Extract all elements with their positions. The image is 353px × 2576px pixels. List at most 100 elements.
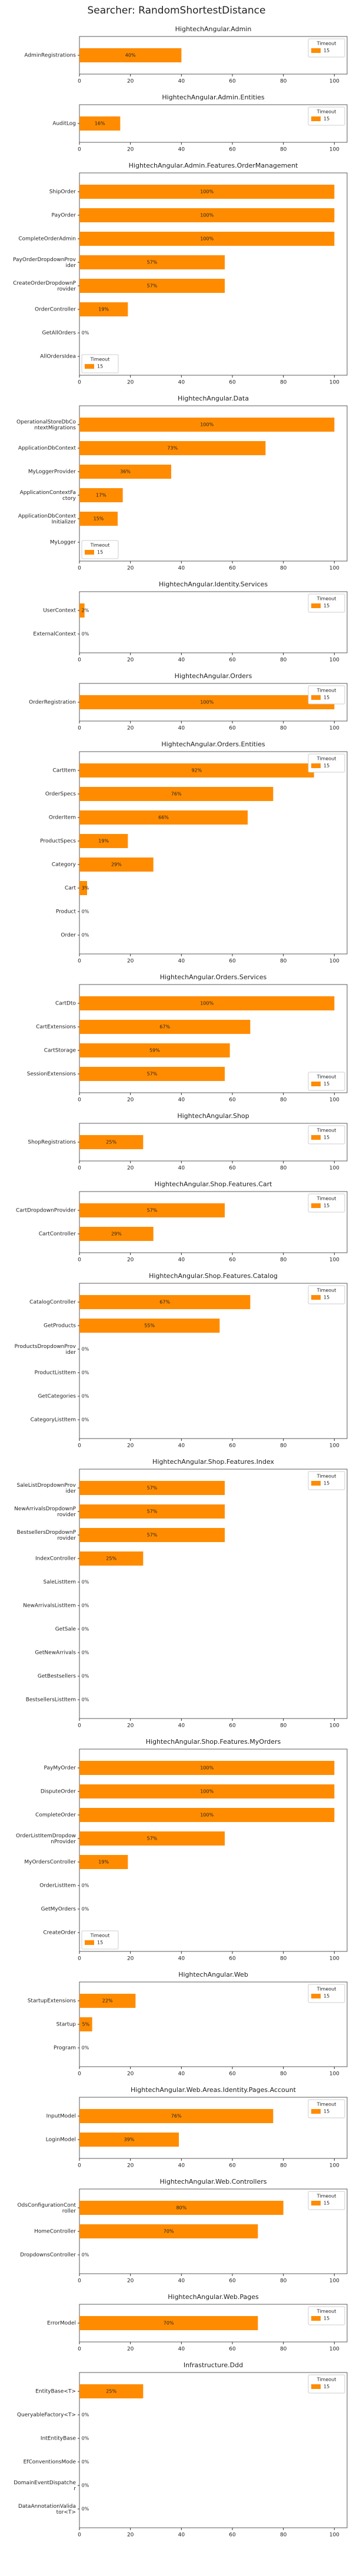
- x-tick-label: 80: [280, 2347, 287, 2353]
- bar: [79, 1319, 220, 1333]
- legend-title: Timeout: [317, 1128, 337, 1133]
- y-tick-label: ErrorModel: [47, 2321, 76, 2327]
- chart-title: HightechAngular.Orders: [175, 672, 252, 680]
- value-label: 0%: [82, 2460, 89, 2465]
- x-tick-label: 40: [178, 2071, 185, 2077]
- x-tick-label: 20: [127, 2163, 134, 2169]
- label-line: ider: [66, 1349, 76, 1355]
- x-tick-label: 80: [280, 1166, 287, 1172]
- x-tick-label: 80: [280, 1443, 287, 1449]
- bar: [79, 1831, 225, 1846]
- bar: [79, 2133, 179, 2147]
- x-tick-label: 80: [280, 959, 287, 965]
- legend-title: Timeout: [317, 756, 337, 762]
- label-line: OdsConfigurationCont: [17, 2203, 76, 2208]
- x-tick-label: 40: [178, 2278, 185, 2284]
- chart-title: Infrastructure.Ddd: [184, 2361, 243, 2369]
- legend-swatch: [311, 2109, 321, 2114]
- bar: [79, 1020, 251, 1034]
- y-tick-label: GetNewArrivals: [35, 1650, 76, 1656]
- value-label: 19%: [98, 1860, 109, 1865]
- y-tick-label: MyLogger: [50, 540, 76, 546]
- page-title: Searcher: RandomShortestDistance: [87, 5, 265, 16]
- y-tick-label: ApplicationDbContext: [18, 446, 76, 452]
- value-label: 70%: [164, 2321, 174, 2326]
- x-tick-label: 0: [78, 1443, 81, 1449]
- y-tick-label: CartDto: [55, 1001, 76, 1007]
- value-label: 100%: [200, 189, 214, 195]
- bar: [79, 116, 121, 131]
- y-tick-label: ShipOrder: [49, 189, 76, 195]
- value-label: 59%: [149, 1048, 160, 1053]
- y-tick-label: DropdownsController: [20, 2253, 76, 2258]
- value-label: 3%: [82, 886, 89, 891]
- label-line: rovider: [57, 1535, 76, 1541]
- y-tick-label: ApplicationContextFa ctory: [20, 490, 76, 502]
- chart-title: HightechAngular.Orders.Entities: [161, 740, 265, 748]
- x-tick-label: 80: [280, 2071, 287, 2077]
- legend-title: Timeout: [317, 1075, 337, 1080]
- x-tick-label: 60: [229, 2071, 236, 2077]
- y-tick-label: ProductListItem: [35, 1370, 76, 1376]
- value-label: 92%: [191, 768, 202, 773]
- x-tick-label: 100: [329, 566, 339, 572]
- value-label: 76%: [171, 2114, 182, 2119]
- x-tick-label: 20: [127, 726, 134, 732]
- y-tick-label: CartDropdownProvider: [16, 1208, 76, 1214]
- x-tick-label: 60: [229, 1166, 236, 1172]
- x-tick-label: 40: [178, 1166, 185, 1172]
- x-tick-label: 100: [329, 2532, 339, 2538]
- x-tick-label: 0: [78, 2347, 81, 2353]
- value-label: 100%: [200, 213, 214, 218]
- bar: [79, 1203, 225, 1217]
- x-tick-label: 80: [280, 1257, 287, 1263]
- legend-title: Timeout: [90, 357, 110, 362]
- x-tick-label: 0: [78, 1956, 81, 1962]
- value-label: 100%: [200, 700, 214, 705]
- axes-frame: [79, 405, 348, 562]
- bar: [79, 996, 335, 1010]
- value-label: 100%: [200, 1001, 214, 1006]
- legend-swatch: [311, 1082, 321, 1086]
- legend-swatch: [311, 2384, 321, 2389]
- y-tick-label: GetSale: [55, 1627, 76, 1633]
- x-tick-label: 100: [329, 380, 339, 386]
- x-tick-label: 0: [78, 1166, 81, 1172]
- value-label: 100%: [200, 1789, 214, 1794]
- legend-swatch: [85, 1940, 94, 1945]
- value-label: 0%: [82, 1627, 89, 1632]
- axes-frame: [79, 2372, 348, 2528]
- y-tick-label: AuditLog: [52, 121, 76, 127]
- x-tick-label: 40: [178, 2347, 185, 2353]
- x-tick-label: 40: [178, 380, 185, 386]
- x-tick-label: 0: [78, 2532, 81, 2538]
- x-tick-label: 100: [329, 959, 339, 965]
- value-label: 25%: [106, 2389, 116, 2394]
- legend-label: 15: [324, 1994, 329, 1999]
- axes-frame: [79, 984, 348, 1093]
- x-tick-label: 40: [178, 658, 185, 663]
- y-tick-label: PayOrderDropdownProv ider: [13, 257, 76, 269]
- value-label: 39%: [124, 2137, 135, 2143]
- y-tick-label: MyLoggerProvider: [28, 469, 76, 475]
- value-label: 57%: [147, 1509, 158, 1514]
- chart-title: HightechAngular.Shop.Features.MyOrders: [146, 1738, 281, 1746]
- y-tick-label: GetMyOrders: [41, 1907, 76, 1913]
- x-tick-label: 20: [127, 1257, 134, 1263]
- value-label: 57%: [147, 283, 158, 289]
- legend-label: 15: [324, 2109, 329, 2114]
- label-line: ctory: [62, 495, 76, 501]
- x-tick-label: 80: [280, 147, 287, 153]
- value-label: 5%: [82, 2022, 89, 2027]
- y-tick-label: GetBestsellers: [38, 1674, 76, 1680]
- legend-swatch: [311, 1135, 321, 1140]
- bar: [79, 232, 335, 246]
- value-label: 19%: [98, 307, 109, 312]
- x-tick-label: 40: [178, 726, 185, 732]
- legend-swatch: [311, 48, 321, 53]
- x-tick-label: 60: [229, 2278, 236, 2284]
- x-tick-label: 60: [229, 79, 236, 85]
- bar: [79, 834, 128, 848]
- y-tick-label: GetAllOrders: [42, 331, 76, 336]
